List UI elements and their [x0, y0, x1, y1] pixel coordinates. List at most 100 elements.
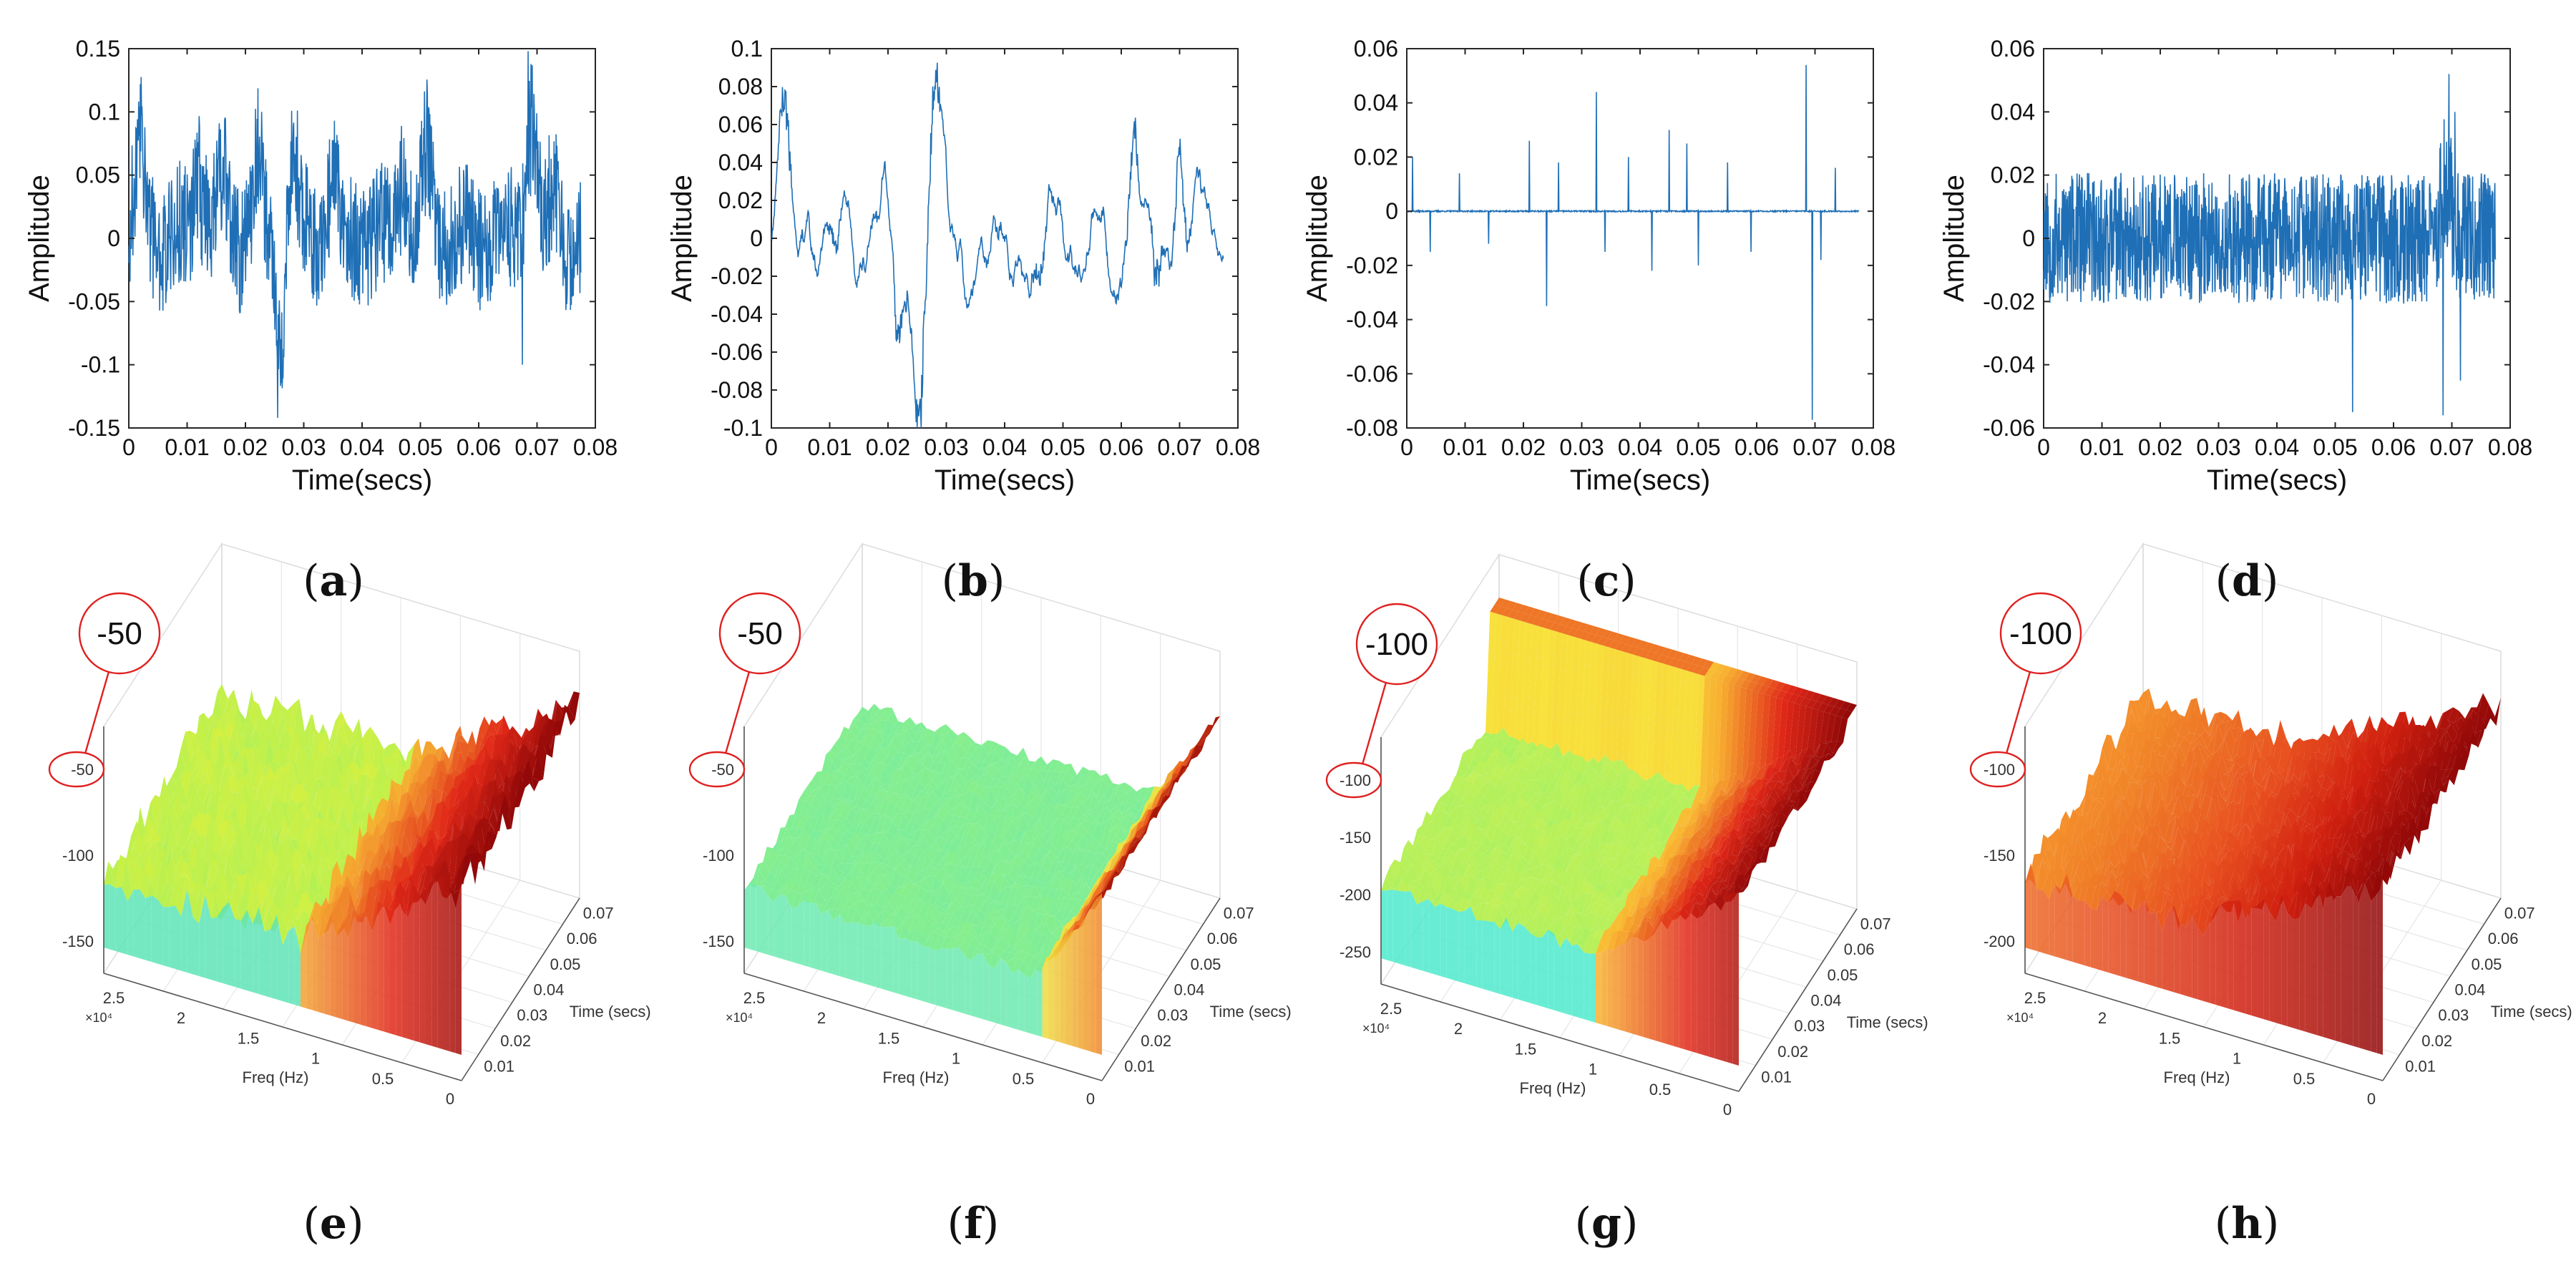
y-tick-label: -0.02: [1983, 288, 2035, 314]
y-tick-label: 0: [2022, 225, 2035, 251]
panel-label-f: (f): [947, 1199, 1000, 1249]
x-tick-label: 0.06: [457, 434, 501, 460]
freq-tick-label: 0: [446, 1090, 454, 1108]
x-tick-label: 0.04: [982, 434, 1027, 460]
x-tick-label: 0: [2037, 434, 2050, 460]
x-tick-label: 0: [122, 434, 135, 460]
time-tick-label: 0.02: [1141, 1032, 1171, 1050]
freq-tick-label: 1: [952, 1050, 960, 1068]
z-tick-label: -50: [711, 761, 734, 779]
x-tick-label: 0.02: [2138, 434, 2182, 460]
y-tick-label: 0: [1385, 198, 1398, 224]
x-tick-label: 0.01: [1443, 434, 1487, 460]
x-tick-label: 0.02: [866, 434, 910, 460]
panel-label-c: (c): [1576, 556, 1636, 606]
time-tick-label: 0.06: [1207, 930, 1238, 948]
waveform-series: [1406, 64, 1860, 420]
callout-circle: [78, 592, 161, 675]
y-tick-label: 0: [107, 225, 120, 251]
freq-axis-label: Freq (Hz): [243, 1068, 309, 1086]
x-axis-label: Time(secs): [2207, 464, 2347, 496]
freq-tick-label: 2: [177, 1009, 185, 1027]
y-tick-label: -0.1: [81, 352, 120, 378]
time-tick-label: 0.05: [1828, 966, 1858, 984]
line-chart-a: 0 0.01 0.02 0.03 0.04 0.05 0.06 0.07 0.08 0.15 0.1…: [24, 36, 618, 496]
axes: 2.5 2 1.5 1 0.5 0 ×10⁴ Freq (Hz) 0.01 0.02 0.03 0.0…: [1340, 737, 1928, 1119]
spectrogram-surface: [744, 703, 1220, 1055]
z-tick-label: -100: [1340, 771, 1371, 789]
time-tick-label: 0.06: [2488, 930, 2519, 948]
time-tick-label: 0.01: [1761, 1068, 1792, 1086]
x-tick-label: 0.07: [514, 434, 559, 460]
callout-marker: [1969, 751, 2026, 788]
x-tick-label: 0.04: [340, 434, 384, 460]
y-tick-label: 0.1: [89, 99, 120, 125]
value-callout: -100: [1969, 592, 2082, 788]
time-tick-label: 0.03: [1794, 1017, 1825, 1035]
x-tick-label: 0.05: [1676, 434, 1720, 460]
x-tick-label: 0.01: [807, 434, 852, 460]
x-tick-label: 0.08: [2488, 434, 2532, 460]
freq-axis-label: Freq (Hz): [1520, 1079, 1586, 1097]
x-tick-label: 0.01: [2079, 434, 2124, 460]
x-axis-label: Time(secs): [935, 464, 1075, 496]
y-tick-label: 0.04: [718, 150, 763, 175]
x-tick-label: 0.05: [1040, 434, 1085, 460]
callout-value: -100: [2009, 616, 2072, 651]
time-tick-label: 0.06: [567, 930, 597, 948]
time-tick-label: 0.03: [1157, 1006, 1188, 1024]
x-tick-label: 0.04: [1618, 434, 1662, 460]
freq-tick-label: 1.5: [2159, 1029, 2181, 1047]
y-axis-label: Amplitude: [666, 175, 698, 302]
axes: 2.5 2 1.5 1 0.5 0 ×10⁴ Freq (Hz) 0.01 0.02 0.03 0.0…: [703, 726, 1292, 1108]
x-tick-label: 0.07: [2429, 434, 2474, 460]
panel-labels: (a) (b) (c) (d) (e) (f) (g) (h): [303, 556, 2279, 1249]
callout-value: -100: [1365, 627, 1428, 662]
y-tick-label: 0.06: [1354, 36, 1398, 62]
freq-tick-label: 2: [2098, 1009, 2107, 1027]
x-tick-label: 0.03: [2196, 434, 2240, 460]
time-tick-label: 0.04: [1811, 992, 1842, 1010]
line-chart-b: 0 0.01 0.02 0.03 0.04 0.05 0.06 0.07 0.08 0.1 0.08…: [666, 36, 1260, 496]
spectrogram-surface-plots: 2.5 2 1.5 1 0.5 0 ×10⁴ Freq (Hz) 0.01 0.02 0.03 0.0…: [48, 542, 2572, 1119]
time-tick-label: 0.07: [2504, 904, 2535, 922]
freq-tick-label: 0: [1723, 1101, 1732, 1119]
freq-tick-label: 2.5: [2024, 989, 2046, 1007]
z-tick-label: -150: [703, 932, 734, 950]
y-tick-label: 0.04: [1354, 90, 1398, 116]
freq-tick-label: 2.5: [1380, 1000, 1402, 1018]
y-tick-label: -0.1: [723, 415, 763, 441]
z-tick-label: -100: [62, 847, 94, 865]
y-tick-label: 0: [750, 225, 763, 251]
y-tick-label: -0.15: [68, 415, 120, 441]
y-axis-label: Amplitude: [24, 175, 55, 302]
x-tick-label: 0.03: [281, 434, 326, 460]
y-tick-label: -0.02: [1346, 253, 1398, 278]
freq-tick-label: 1.5: [878, 1029, 900, 1047]
time-tick-label: 0.07: [1860, 915, 1891, 932]
x-tick-label: 0.03: [1559, 434, 1604, 460]
x-tick-label: 0.05: [2313, 434, 2357, 460]
time-axis-label: Time (secs): [570, 1003, 651, 1021]
value-callout: -50: [48, 592, 161, 788]
freq-multiplier: ×10⁴: [85, 1011, 112, 1025]
x-tick-label: 0.08: [1216, 434, 1260, 460]
panel-label-b: (b): [942, 556, 1005, 606]
freq-tick-label: 2: [817, 1009, 826, 1027]
time-tick-label: 0.01: [484, 1058, 514, 1076]
surface-chart-f: 2.5 2 1.5 1 0.5 0 ×10⁴ Freq (Hz) 0.01 0.02 0.03 0.0…: [688, 542, 1292, 1108]
x-tick-label: 0.05: [398, 434, 442, 460]
freq-tick-label: 2.5: [103, 989, 125, 1007]
z-tick-label: -250: [1340, 943, 1371, 961]
freq-tick-label: 0: [2367, 1090, 2376, 1108]
callout-leader: [724, 668, 751, 754]
y-tick-label: 0.1: [731, 36, 763, 62]
time-tick-label: 0.02: [1777, 1043, 1808, 1061]
x-tick-label: 0.02: [223, 434, 268, 460]
z-tick-label: -150: [1340, 829, 1371, 847]
y-tick-label: -0.04: [711, 301, 763, 327]
time-tick-label: 0.07: [583, 904, 614, 922]
x-tick-label: 0.04: [2255, 434, 2299, 460]
callout-leader: [1361, 679, 1388, 765]
